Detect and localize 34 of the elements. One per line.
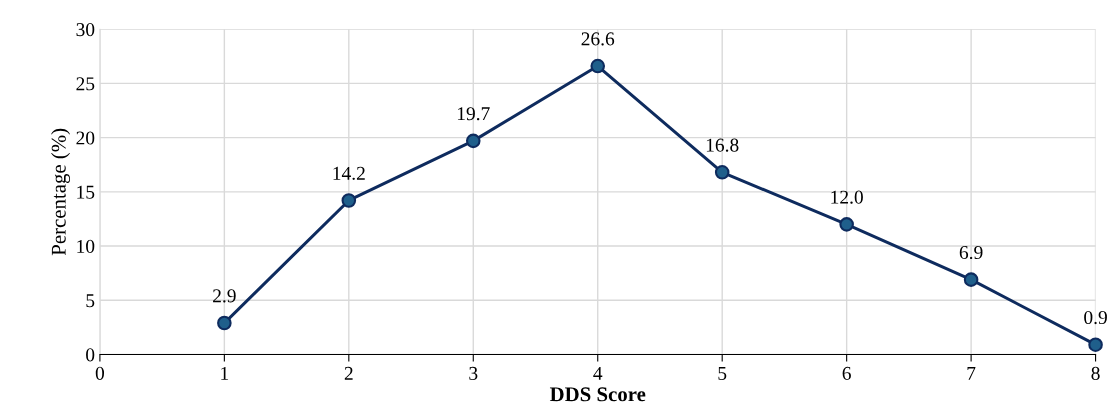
- y-tick-label: 30: [76, 23, 95, 37]
- data-label: 14.2: [333, 166, 365, 180]
- point: [465, 133, 481, 149]
- y-tick-label: 10: [77, 239, 95, 253]
- x-tick-label: 1: [221, 366, 229, 380]
- x-tick-label: 8: [1091, 366, 1100, 380]
- point: [714, 165, 730, 180]
- data-label: 19.7: [457, 107, 490, 121]
- x-tick-label: 2: [344, 366, 353, 380]
- point: [341, 193, 357, 208]
- point: [963, 272, 979, 287]
- x-tick-label: 5: [718, 367, 727, 380]
- y-tick-label: 15: [77, 185, 95, 199]
- x-tick-label: 0: [95, 366, 105, 380]
- data-label: 0.9: [1084, 310, 1107, 325]
- point: [1088, 337, 1103, 352]
- x-axis-title: DDS Score: [549, 387, 646, 402]
- point: [839, 217, 854, 232]
- x-tick-label: 3: [469, 366, 478, 380]
- data-label: 6.9: [959, 245, 983, 260]
- data-label: 16.8: [706, 138, 739, 152]
- data-label: 26.6: [581, 32, 615, 46]
- data-label: 2.9: [213, 289, 236, 303]
- y-axis-title: Percentage (%): [51, 128, 71, 256]
- x-tick-label: 6: [842, 366, 851, 380]
- y-tick-label: 25: [76, 77, 95, 91]
- y-tick-label: 5: [86, 294, 95, 308]
- y-tick-label: 0: [86, 348, 95, 362]
- point: [217, 315, 232, 331]
- x-tick-label: 4: [593, 366, 603, 380]
- point: [590, 58, 606, 74]
- data-label: 12.0: [831, 190, 863, 204]
- y-tick-label: 20: [76, 131, 95, 145]
- x-tick-label: 7: [967, 367, 976, 380]
